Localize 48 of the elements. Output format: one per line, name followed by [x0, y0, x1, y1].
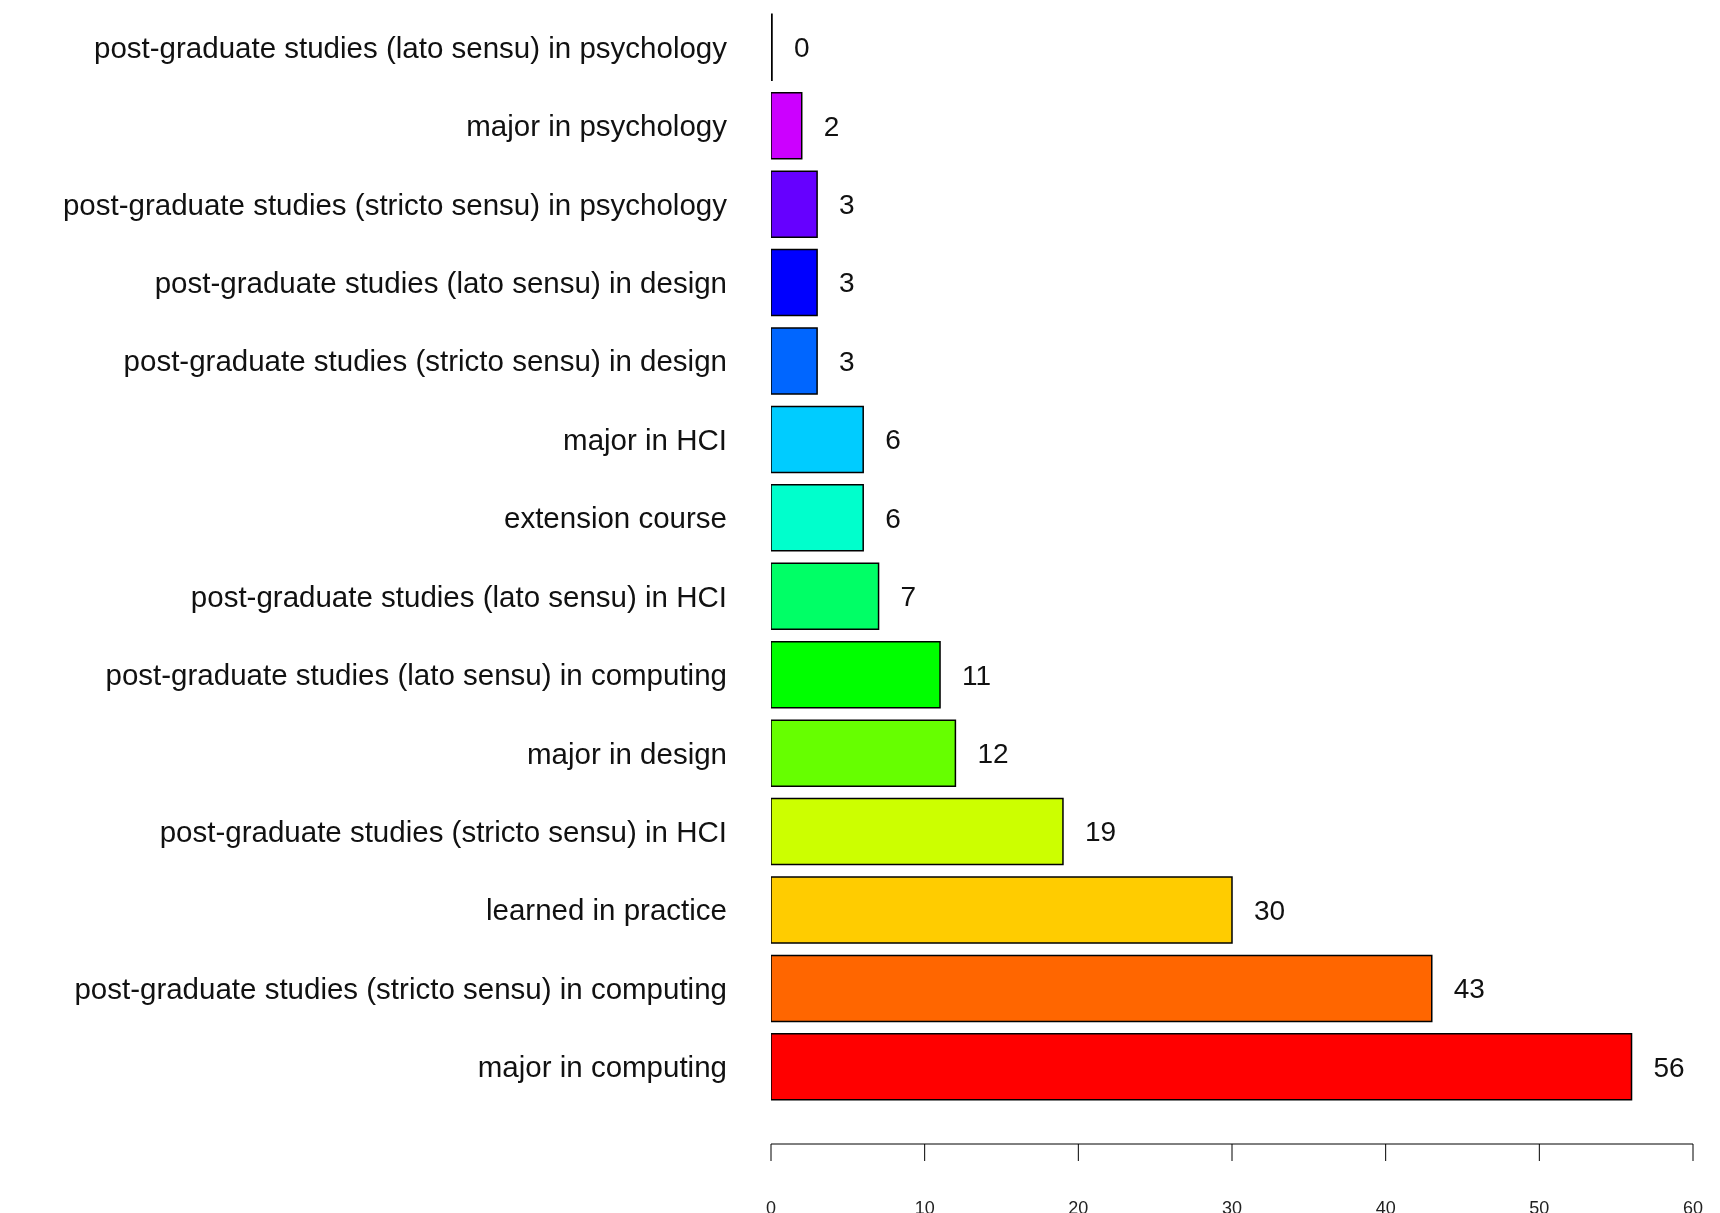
x-tick-label: 20	[1068, 1197, 1089, 1213]
y-tick-label: post-graduate studies (stricto sensu) in design	[123, 344, 727, 378]
y-tick-label: post-graduate studies (lato sensu) in psychology	[94, 30, 728, 64]
bar	[771, 640, 941, 709]
y-tick-label: major in design	[526, 736, 727, 770]
bar	[771, 876, 1233, 944]
y-tick-label: extension course	[503, 501, 727, 535]
data-label: 6	[885, 424, 901, 456]
data-label: 0	[794, 32, 810, 64]
bar	[771, 327, 818, 395]
data-label: 6	[885, 502, 901, 534]
y-tick-label: post-graduate studies (stricto sensu) in HCI	[159, 814, 727, 848]
y-tick-label: post-graduate studies (stricto sensu) in psychology	[62, 187, 728, 221]
bar	[771, 170, 818, 238]
y-tick-label: post-graduate studies (lato sensu) in computing	[105, 658, 727, 692]
bar	[771, 562, 880, 631]
bar	[771, 797, 1064, 866]
data-label: 43	[1453, 973, 1485, 1005]
y-tick-label: post-graduate studies (lato sensu) in design	[154, 265, 727, 299]
y-tick-label: major in HCI	[563, 422, 727, 456]
data-label: 19	[1084, 816, 1117, 848]
x-tick-label: 30	[1221, 1197, 1243, 1213]
x-tick-label: 40	[1375, 1197, 1396, 1213]
y-tick-label: learned in practice	[485, 893, 727, 927]
data-label: 12	[977, 737, 1009, 769]
data-label: 56	[1653, 1051, 1685, 1083]
bar	[771, 405, 864, 474]
bar	[771, 954, 1433, 1023]
bar	[771, 719, 957, 787]
bar	[771, 91, 803, 160]
x-tick-label: 60	[1682, 1197, 1704, 1213]
y-tick-label: major in computing	[477, 1050, 727, 1084]
bar	[771, 484, 864, 552]
data-label: 3	[839, 267, 855, 299]
bar	[771, 1033, 1633, 1101]
data-label: 7	[900, 581, 917, 613]
bar	[771, 248, 818, 317]
y-tick-label: post-graduate studies (stricto sensu) in computing	[74, 971, 727, 1005]
y-tick-label: post-graduate studies (lato sensu) in HCI	[190, 579, 727, 613]
data-label: 3	[839, 345, 855, 377]
data-label: 2	[823, 110, 840, 142]
x-tick-label: 50	[1529, 1197, 1550, 1213]
y-tick-label: major in psychology	[466, 109, 728, 143]
data-label: 3	[839, 188, 855, 220]
x-tick-label: 0	[765, 1197, 777, 1213]
data-label: 11	[962, 659, 992, 691]
x-tick-label: 10	[914, 1197, 935, 1213]
data-label: 30	[1254, 894, 1286, 926]
